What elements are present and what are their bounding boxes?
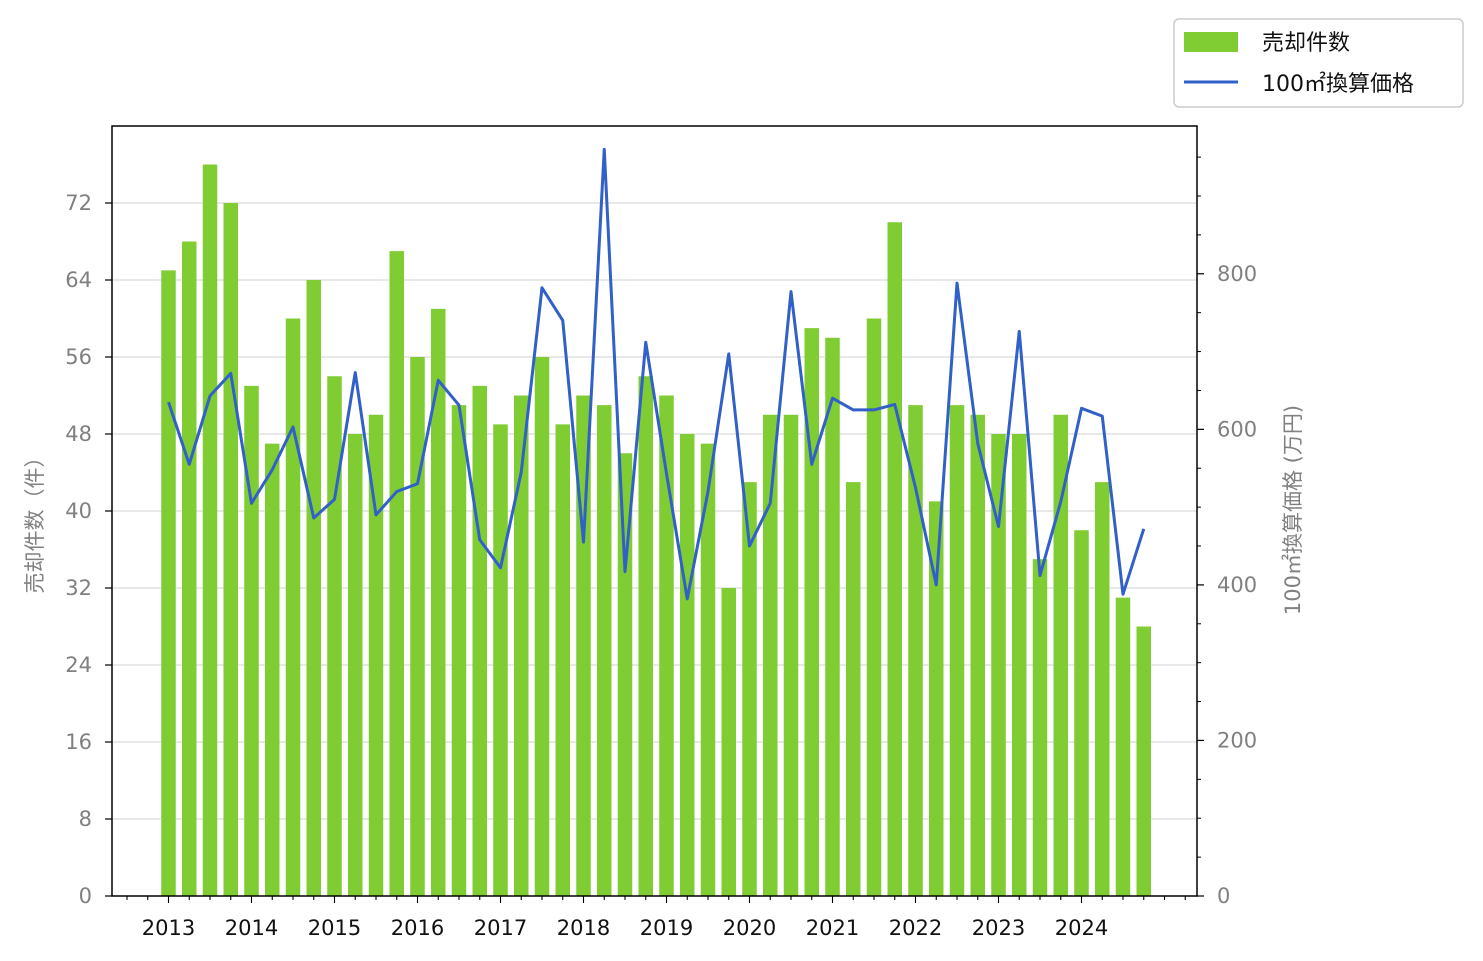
bar (846, 482, 861, 896)
legend-bar-swatch (1184, 32, 1238, 52)
x-axis: 2013 2014 2015 2016 2017 2018 2019 2020 2021 2022… (126, 896, 1186, 940)
bar (265, 443, 280, 896)
x-tick-label: 2015 (308, 916, 361, 940)
bar (348, 434, 363, 896)
bar (1074, 530, 1089, 896)
bar (908, 405, 923, 896)
bar (804, 328, 819, 896)
left-tick-label: 64 (65, 268, 92, 292)
legend-frame (1173, 18, 1464, 108)
left-tick-label: 16 (65, 730, 92, 754)
bar (306, 280, 321, 896)
left-tick-label: 0 (79, 884, 92, 908)
bar (555, 424, 570, 896)
bar (223, 203, 238, 896)
bar (576, 395, 591, 896)
x-tick-label: 2018 (557, 916, 610, 940)
bar (244, 385, 259, 896)
bar (182, 241, 197, 896)
x-tick-label: 2019 (640, 916, 693, 940)
left-tick-label: 8 (79, 807, 92, 831)
bar (638, 376, 653, 896)
bar (368, 414, 384, 896)
bar (1115, 597, 1131, 896)
bar (202, 164, 218, 896)
x-tick-label: 2014 (225, 916, 278, 940)
left-tick-label: 56 (65, 345, 92, 369)
bar-series (161, 164, 1151, 896)
x-tick-label: 2024 (1055, 916, 1108, 940)
right-tick-label: 400 (1217, 573, 1257, 597)
bar (285, 318, 301, 896)
bar (514, 395, 529, 896)
bar (825, 337, 840, 896)
bar (451, 405, 467, 896)
right-tick-label: 0 (1217, 884, 1230, 908)
x-tick-label: 2017 (474, 916, 527, 940)
left-tick-label: 72 (65, 191, 92, 215)
bar (700, 443, 716, 896)
legend: 売却件数 100㎡換算価格 (1173, 18, 1464, 108)
bar (929, 501, 944, 896)
x-tick-label: 2020 (723, 916, 776, 940)
bar (783, 414, 799, 896)
left-tick-label: 48 (65, 422, 92, 446)
bar (1136, 626, 1151, 896)
price-line (167, 147, 1146, 601)
right-axis: 0 200 400 600 800 (1197, 156, 1257, 908)
bar (991, 434, 1006, 896)
bar (659, 395, 674, 896)
bar (431, 308, 446, 896)
bar (721, 588, 736, 896)
left-tick-label: 24 (65, 653, 92, 677)
bar (1012, 434, 1027, 896)
bar (949, 405, 965, 896)
right-axis-label: 100㎡換算価格 (万円) (1281, 405, 1305, 615)
bar (617, 453, 633, 896)
x-tick-label: 2023 (972, 916, 1025, 940)
bar (742, 482, 757, 896)
bar (327, 376, 342, 896)
bar (597, 405, 612, 896)
bar (161, 270, 176, 896)
line-series (167, 147, 1146, 601)
x-tick-label: 2021 (806, 916, 859, 940)
right-tick-label: 600 (1217, 417, 1257, 441)
bar (866, 318, 882, 896)
bar (389, 251, 404, 896)
left-tick-label: 32 (65, 576, 92, 600)
bar (472, 385, 487, 896)
x-tick-label: 2022 (889, 916, 942, 940)
bar (1032, 559, 1048, 896)
right-tick-label: 200 (1217, 728, 1257, 752)
bar (970, 414, 985, 896)
left-axis: 0 8 16 24 32 40 48 56 64 72 (65, 191, 112, 908)
bar (1095, 482, 1110, 896)
left-axis-label: 売却件数（件） (23, 447, 47, 594)
x-tick-label: 2013 (142, 916, 195, 940)
bar (493, 424, 508, 896)
legend-bar-label: 売却件数 (1262, 31, 1350, 56)
bar (410, 357, 425, 896)
legend-line-label: 100㎡換算価格 (1262, 71, 1414, 97)
right-tick-label: 800 (1217, 262, 1257, 286)
bar (1053, 414, 1068, 896)
left-tick-label: 40 (65, 499, 92, 523)
bar (887, 222, 902, 896)
bar (763, 414, 778, 896)
bar (534, 357, 550, 896)
x-tick-label: 2016 (391, 916, 444, 940)
bar (680, 434, 695, 896)
